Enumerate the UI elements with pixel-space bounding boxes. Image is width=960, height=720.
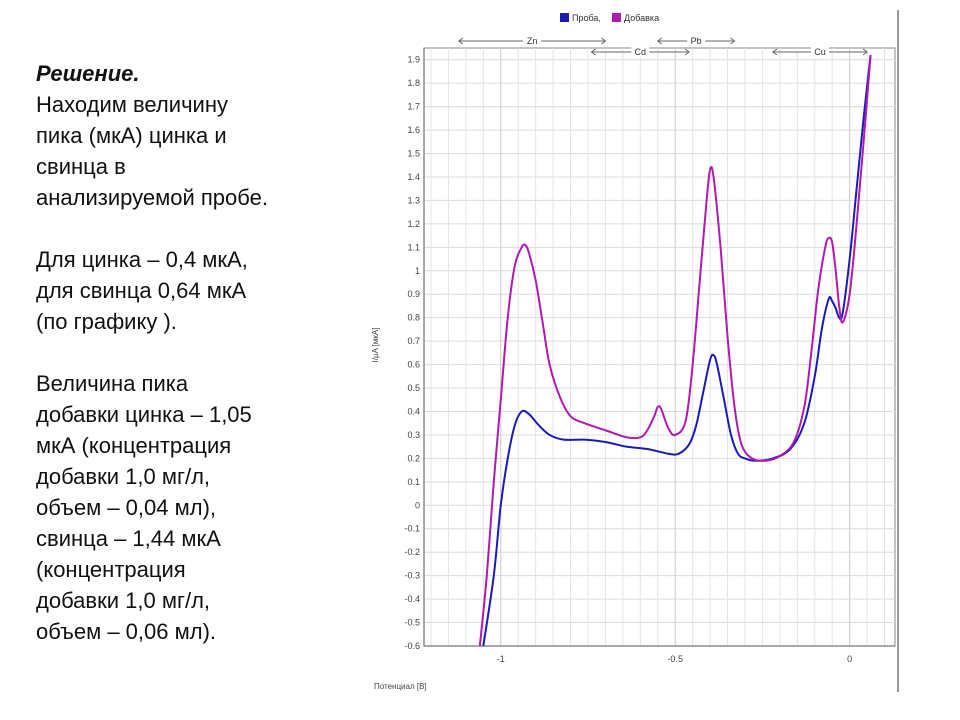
y-tick-label: 1.7 <box>407 102 420 112</box>
intro-line: пика (мкА) цинка и <box>36 123 227 148</box>
y-tick-label: 0.1 <box>407 477 420 487</box>
y-tick-label: 1.4 <box>407 172 420 182</box>
element-range-arrow <box>862 48 868 56</box>
y-tick-label: 1.1 <box>407 242 420 252</box>
element-label-bg <box>523 35 542 46</box>
y-tick-label: -0.6 <box>404 641 420 651</box>
additive-line: Величина пика <box>36 371 189 396</box>
y-tick-label: 1.5 <box>407 149 420 159</box>
series-line-additive <box>478 54 872 646</box>
y-tick-label: 0.2 <box>407 453 420 463</box>
solution-text: Решение. Находим величину пика (мкА) цин… <box>36 58 366 678</box>
y-tick-label: 0.3 <box>407 430 420 440</box>
y-tick-label: 0.7 <box>407 336 420 346</box>
element-label: Zn <box>527 36 538 46</box>
element-label-bg <box>631 46 650 57</box>
y-tick-label: 0.8 <box>407 313 420 323</box>
values-line: (по графику ). <box>36 309 177 334</box>
y-tick-label: 1 <box>415 266 420 276</box>
intro-line: Находим величину <box>36 92 228 117</box>
element-label: Cd <box>635 47 647 57</box>
y-tick-label: 1.9 <box>407 55 420 65</box>
values-line: Для цинка – 0,4 мкА, <box>36 247 248 272</box>
y-tick-label: 0 <box>415 500 420 510</box>
element-label-bg <box>687 35 706 46</box>
additive-line: (концентрация <box>36 557 186 582</box>
x-tick-label: -0.5 <box>667 654 683 664</box>
y-tick-label: -0.3 <box>404 571 420 581</box>
element-label: Cu <box>814 47 826 57</box>
y-tick-label: 1.3 <box>407 195 420 205</box>
element-label: Pb <box>691 36 702 46</box>
y-tick-label: 1.8 <box>407 78 420 88</box>
additive-line: добавки 1,0 мг/л, <box>36 464 211 489</box>
y-tick-label: -0.1 <box>404 524 420 534</box>
element-range-arrow <box>458 37 464 45</box>
additive-line: объем – 0,04 мл), <box>36 495 217 520</box>
y-tick-label: -0.5 <box>404 618 420 628</box>
x-tick-label: -1 <box>497 654 505 664</box>
intro-line: анализируемой пробе. <box>36 185 268 210</box>
element-range-arrow <box>772 48 778 56</box>
element-label-bg <box>810 46 829 57</box>
solution-heading: Решение. <box>36 61 140 86</box>
additive-line: мкА (концентрация <box>36 433 232 458</box>
element-range-arrow <box>730 37 736 45</box>
y-tick-label: -0.2 <box>404 547 420 557</box>
x-tick-label: 0 <box>847 654 852 664</box>
plot-area <box>423 47 896 647</box>
y-tick-label: 0.9 <box>407 289 420 299</box>
legend-swatch <box>560 13 569 22</box>
y-tick-label: 0.5 <box>407 383 420 393</box>
additive-line: свинца – 1,44 мкА <box>36 526 221 551</box>
voltammogram-chart: -0.6 -0.5 -0.4 -0.3 -0.2 -0.1 0 0.1 0.2 0.3 0.4 0.5… <box>368 10 899 692</box>
values-paragraph: Для цинка – 0,4 мкА, для свинца 0,64 мкА… <box>36 244 366 337</box>
element-range-arrow <box>656 37 663 45</box>
y-tick-label: 0.6 <box>407 360 420 370</box>
y-tick-label: -0.4 <box>404 594 420 604</box>
x-axis-label: Потенциал [В] <box>374 682 427 691</box>
additive-paragraph: Величина пика добавки цинка – 1,05 мкА (… <box>36 368 366 647</box>
y-axis-label: I/µA [мкА] <box>371 328 380 363</box>
y-tick-label: 1.6 <box>407 125 420 135</box>
legend-label: Проба, <box>572 13 601 23</box>
legend-label: Добавка <box>624 13 659 23</box>
legend-swatch <box>612 13 621 22</box>
y-tick-label: 0.4 <box>407 406 420 416</box>
element-range-arrow <box>601 37 607 45</box>
additive-line: объем – 0,06 мл). <box>36 619 217 644</box>
element-range-arrow <box>684 48 690 56</box>
additive-line: добавки цинка – 1,05 <box>36 402 252 427</box>
series-line-sample <box>482 54 872 646</box>
additive-line: добавки 1,0 мг/л, <box>36 588 211 613</box>
element-range-arrow <box>590 48 596 56</box>
intro-line: свинца в <box>36 154 126 179</box>
values-line: для свинца 0,64 мкА <box>36 278 247 303</box>
intro-paragraph: Решение. Находим величину пика (мкА) цин… <box>36 58 366 213</box>
y-tick-label: 1.2 <box>407 219 420 229</box>
